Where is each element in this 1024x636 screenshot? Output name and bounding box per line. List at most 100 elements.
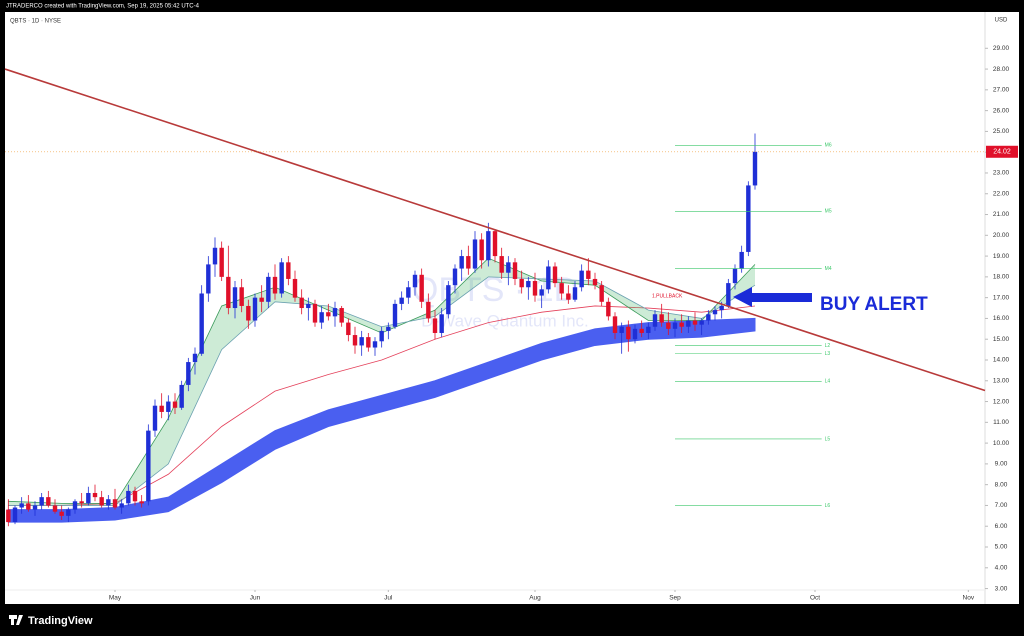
candle-body xyxy=(619,326,624,333)
y-tick-label: 27.00 xyxy=(993,87,1010,94)
candle-body xyxy=(152,405,158,431)
candle-body xyxy=(219,247,224,277)
candle-body xyxy=(439,314,444,333)
candle-body xyxy=(32,505,38,510)
candle-body xyxy=(199,293,204,354)
level-label: M6 xyxy=(825,143,832,149)
candle-body xyxy=(579,270,584,288)
level-label: L2 xyxy=(825,343,831,349)
y-tick-label: 21.00 xyxy=(993,211,1010,218)
candle-body xyxy=(332,308,338,317)
candle-body xyxy=(46,497,51,506)
currency: USD xyxy=(995,18,1008,24)
y-tick-label: 9.00 xyxy=(995,461,1008,468)
candle-body xyxy=(492,231,498,257)
candle-body xyxy=(72,501,78,510)
candle-body xyxy=(12,507,18,523)
candle-body xyxy=(272,276,278,294)
candle-body xyxy=(26,503,31,510)
candle-body xyxy=(446,285,451,315)
candle-body xyxy=(339,308,344,323)
y-tick-label: 4.00 xyxy=(995,565,1008,572)
candle-body xyxy=(652,314,658,327)
candle-body xyxy=(666,322,671,329)
candle-body xyxy=(52,505,58,512)
candle-body xyxy=(399,297,404,304)
candle-body xyxy=(539,289,544,296)
x-tick-label: Jun xyxy=(250,595,261,602)
candle-body xyxy=(186,362,191,385)
x-tick-label: Jul xyxy=(384,595,393,602)
chart-subtitle: QBTS · 1D · NYSE xyxy=(10,19,61,25)
ma-ribbon xyxy=(7,317,756,523)
y-tick-label: 29.00 xyxy=(993,45,1010,52)
candle-body xyxy=(752,151,758,186)
candle-body xyxy=(699,320,704,325)
candle-body xyxy=(679,322,684,327)
y-tick-label: 11.00 xyxy=(993,419,1009,426)
candle-body xyxy=(132,490,138,502)
candle-body xyxy=(352,335,358,346)
candle-body xyxy=(319,312,324,323)
candle-body xyxy=(19,503,24,508)
candle-body xyxy=(552,266,558,284)
candle-body xyxy=(726,283,731,306)
candle-body xyxy=(479,239,484,261)
ma-line xyxy=(8,305,756,506)
candle-body xyxy=(712,310,718,315)
y-tick-label: 12.00 xyxy=(993,398,1010,405)
candle-body xyxy=(692,320,698,325)
candle-body xyxy=(59,511,64,516)
level-label: L6 xyxy=(825,503,831,509)
y-tick-label: 22.00 xyxy=(993,190,1010,197)
candle-body xyxy=(239,287,244,306)
level-label: M4 xyxy=(825,266,832,272)
watermark-sub: D-Wave Quantum Inc. xyxy=(421,311,589,330)
candle-body xyxy=(466,256,471,269)
candle-body xyxy=(306,303,311,309)
candle-body xyxy=(472,239,478,269)
candle-body xyxy=(106,499,111,506)
candle-body xyxy=(112,499,118,508)
candle-body xyxy=(359,337,364,346)
candle-body xyxy=(392,303,398,327)
level-label: L3 xyxy=(825,351,831,357)
candle-body xyxy=(246,305,251,321)
y-tick-label: 8.00 xyxy=(995,481,1008,488)
candle-body xyxy=(572,287,578,300)
candle-body xyxy=(632,328,638,340)
candle-body xyxy=(212,247,218,265)
candle-body xyxy=(6,509,11,523)
candle-body xyxy=(266,276,271,302)
candle-body xyxy=(206,264,211,294)
candle-body xyxy=(292,278,298,298)
candle-body xyxy=(686,320,691,327)
candle-body xyxy=(312,303,318,323)
y-tick-label: 26.00 xyxy=(993,107,1010,114)
alert-arrow xyxy=(733,287,812,307)
buy-alert: BUY ALERT xyxy=(820,294,928,315)
level-label: L5 xyxy=(825,436,831,442)
candle-body xyxy=(419,274,424,302)
candle-body xyxy=(499,256,504,273)
candle-body xyxy=(279,262,284,294)
candle-body xyxy=(172,401,178,408)
candle-body xyxy=(119,503,124,508)
candle-body xyxy=(326,312,331,317)
candle-body xyxy=(459,256,464,269)
x-tick-label: Nov xyxy=(963,595,975,602)
candle-body xyxy=(66,509,71,516)
candle-body xyxy=(566,293,571,300)
candle-body xyxy=(432,318,438,333)
candle-body xyxy=(739,251,744,269)
y-tick-label: 18.00 xyxy=(993,274,1010,281)
pullback-label: 1.PULLBACK xyxy=(652,293,683,299)
candle-body xyxy=(719,305,724,311)
candle-body xyxy=(426,301,431,319)
candle-body xyxy=(559,283,564,294)
x-tick-label: Aug xyxy=(529,595,541,602)
y-tick-label: 20.00 xyxy=(993,232,1010,239)
candle-body xyxy=(379,330,384,342)
plot: 3.00 4.00 5.00 6.00 7.00 8.00 9.00 10.00 11.00 12… xyxy=(4,45,1018,602)
brand: TradingView xyxy=(28,615,93,627)
